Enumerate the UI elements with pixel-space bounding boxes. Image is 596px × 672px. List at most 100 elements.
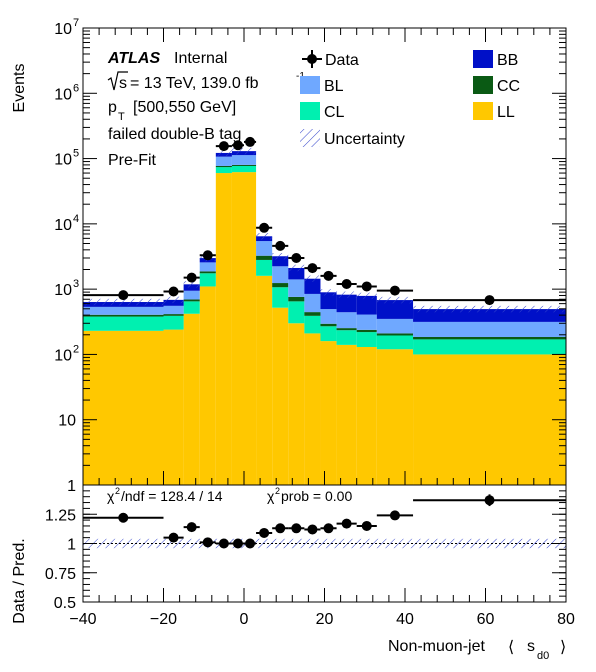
data-point-2: [186, 272, 197, 283]
bar-LL-bin-3: [199, 286, 216, 485]
x-tick-label-4: 40: [396, 611, 414, 628]
bar-CL-bin-0: [83, 316, 164, 331]
uncertainty-top-bin-5: [231, 147, 244, 155]
data-point-7: [259, 222, 270, 233]
uncertainty-top-bin-6: [244, 147, 257, 155]
bar-CC-bin-4: [215, 165, 232, 168]
tag-label: failed double-B tag: [108, 126, 241, 143]
bar-LL-bin-9: [288, 323, 305, 485]
bar-CC-bin-15: [413, 336, 566, 340]
y-tick-label-exp-top-3: 3: [73, 278, 79, 290]
y-tick-label-ratio-1: 0.75: [45, 566, 76, 583]
bar-LL-bin-7: [256, 275, 273, 485]
bar-BL-bin-10: [304, 293, 321, 313]
x-tick-label-6: 80: [557, 611, 575, 628]
uncertainty-top-bin-0: [83, 298, 164, 306]
ratio-point-7: [259, 527, 270, 538]
bar-LL-bin-14: [376, 349, 414, 485]
bar-CC-bin-10: [304, 312, 321, 316]
bar-CC-bin-6: [244, 164, 257, 166]
bar-BL-bin-5: [231, 155, 244, 165]
bar-CC-bin-13: [356, 329, 377, 333]
bar-CL-bin-13: [356, 332, 377, 347]
bar-BL-bin-3: [199, 262, 216, 272]
bar-LL-bin-1: [163, 329, 184, 485]
uncertainty-top-bin-9: [288, 264, 305, 272]
bar-LL-bin-6: [244, 172, 257, 485]
y-tick-label-top-7: 10: [54, 21, 72, 38]
legend-swatch-ll: [473, 102, 493, 120]
data-point-5: [232, 140, 243, 151]
legend-swatch-uncertainty: [300, 129, 320, 147]
data-point-8: [275, 240, 286, 251]
y-tick-label-exp-top-4: 4: [73, 213, 79, 225]
y-tick-label-exp-top-7: 7: [73, 17, 79, 29]
legend-label-ll: LL: [497, 104, 515, 121]
bar-BB-bin-9: [288, 267, 305, 280]
bar-BL-bin-13: [356, 314, 377, 330]
bar-LL-bin-13: [356, 346, 377, 485]
bar-BL-bin-7: [256, 241, 273, 256]
bar-CC-bin-9: [288, 296, 305, 302]
bar-CL-bin-14: [376, 335, 414, 350]
bar-CC-bin-1: [163, 314, 184, 316]
data-point-13: [361, 281, 372, 292]
x-tick-label-0: −40: [69, 611, 96, 628]
y-tick-label-top-3: 10: [54, 282, 72, 299]
bar-CL-bin-7: [256, 259, 273, 276]
bar-LL-bin-10: [304, 333, 321, 485]
uncertainty-top-bin-13: [356, 292, 377, 300]
bar-CC-bin-12: [336, 328, 357, 331]
legend-label-data: Data: [325, 52, 359, 69]
bar-LL-bin-0: [83, 330, 164, 485]
bar-LL-bin-8: [272, 307, 289, 485]
pt-line: p T [500,550 GeV]: [108, 99, 236, 123]
x-tick-label-3: 20: [316, 611, 334, 628]
uncertainty-top-bin-2: [183, 281, 200, 288]
x-axis-s: s: [527, 638, 535, 655]
bar-BL-bin-1: [163, 305, 184, 315]
data-points-top: [83, 136, 566, 306]
ratio-point-4: [218, 538, 229, 549]
x-tick-label-2: 0: [240, 611, 249, 628]
y-tick-label-ratio-0: 0.5: [54, 595, 76, 612]
chi-symbol-1: χ: [107, 488, 115, 504]
x-axis-bracket-left: ⟨: [508, 639, 514, 656]
s-symbol: s: [119, 75, 127, 92]
y-tick-label-exp-top-2: 2: [73, 343, 79, 355]
legend-label-bl: BL: [324, 78, 344, 95]
bar-CL-bin-10: [304, 315, 321, 334]
data-point-0: [118, 290, 129, 301]
y-tick-label-exp-top-5: 5: [73, 148, 79, 160]
uncertainty-top-bin-12: [336, 291, 357, 298]
bar-CL-bin-6: [244, 165, 257, 173]
x-axis-bracket-right: ⟩: [560, 639, 566, 656]
bar-BL-bin-8: [272, 266, 289, 284]
chi2-prob-value: prob = 0.00: [281, 488, 352, 504]
y-tick-label-top-1: 10: [58, 413, 76, 430]
ratio-point-8: [275, 523, 286, 534]
bar-CC-bin-0: [83, 314, 164, 317]
uncertainty-top-bin-15: [413, 305, 566, 313]
ratio-point-11: [323, 523, 334, 534]
legend-label-cl: CL: [324, 104, 345, 121]
data-points-ratio: [83, 494, 566, 549]
uncertainty-top-bin-10: [304, 275, 321, 282]
bar-LL-bin-5: [231, 172, 244, 485]
pt-p: p: [108, 99, 117, 116]
legend-swatch-bl: [300, 76, 320, 94]
bar-BB-bin-14: [376, 300, 414, 319]
y-tick-label-ratio-3: 1.25: [45, 507, 76, 524]
data-point-10: [307, 263, 318, 274]
legend-swatch-cc: [473, 76, 493, 94]
ratio-point-6: [245, 538, 256, 549]
internal-label: Internal: [174, 50, 227, 67]
ratio-point-15: [484, 495, 495, 506]
bar-BB-bin-13: [356, 295, 377, 315]
bar-BL-bin-15: [413, 321, 566, 337]
ratio-point-1: [168, 532, 179, 543]
bar-LL-bin-15: [413, 354, 566, 485]
bar-LL-bin-2: [183, 313, 200, 485]
uncertainty-top-bin-1: [163, 296, 184, 304]
